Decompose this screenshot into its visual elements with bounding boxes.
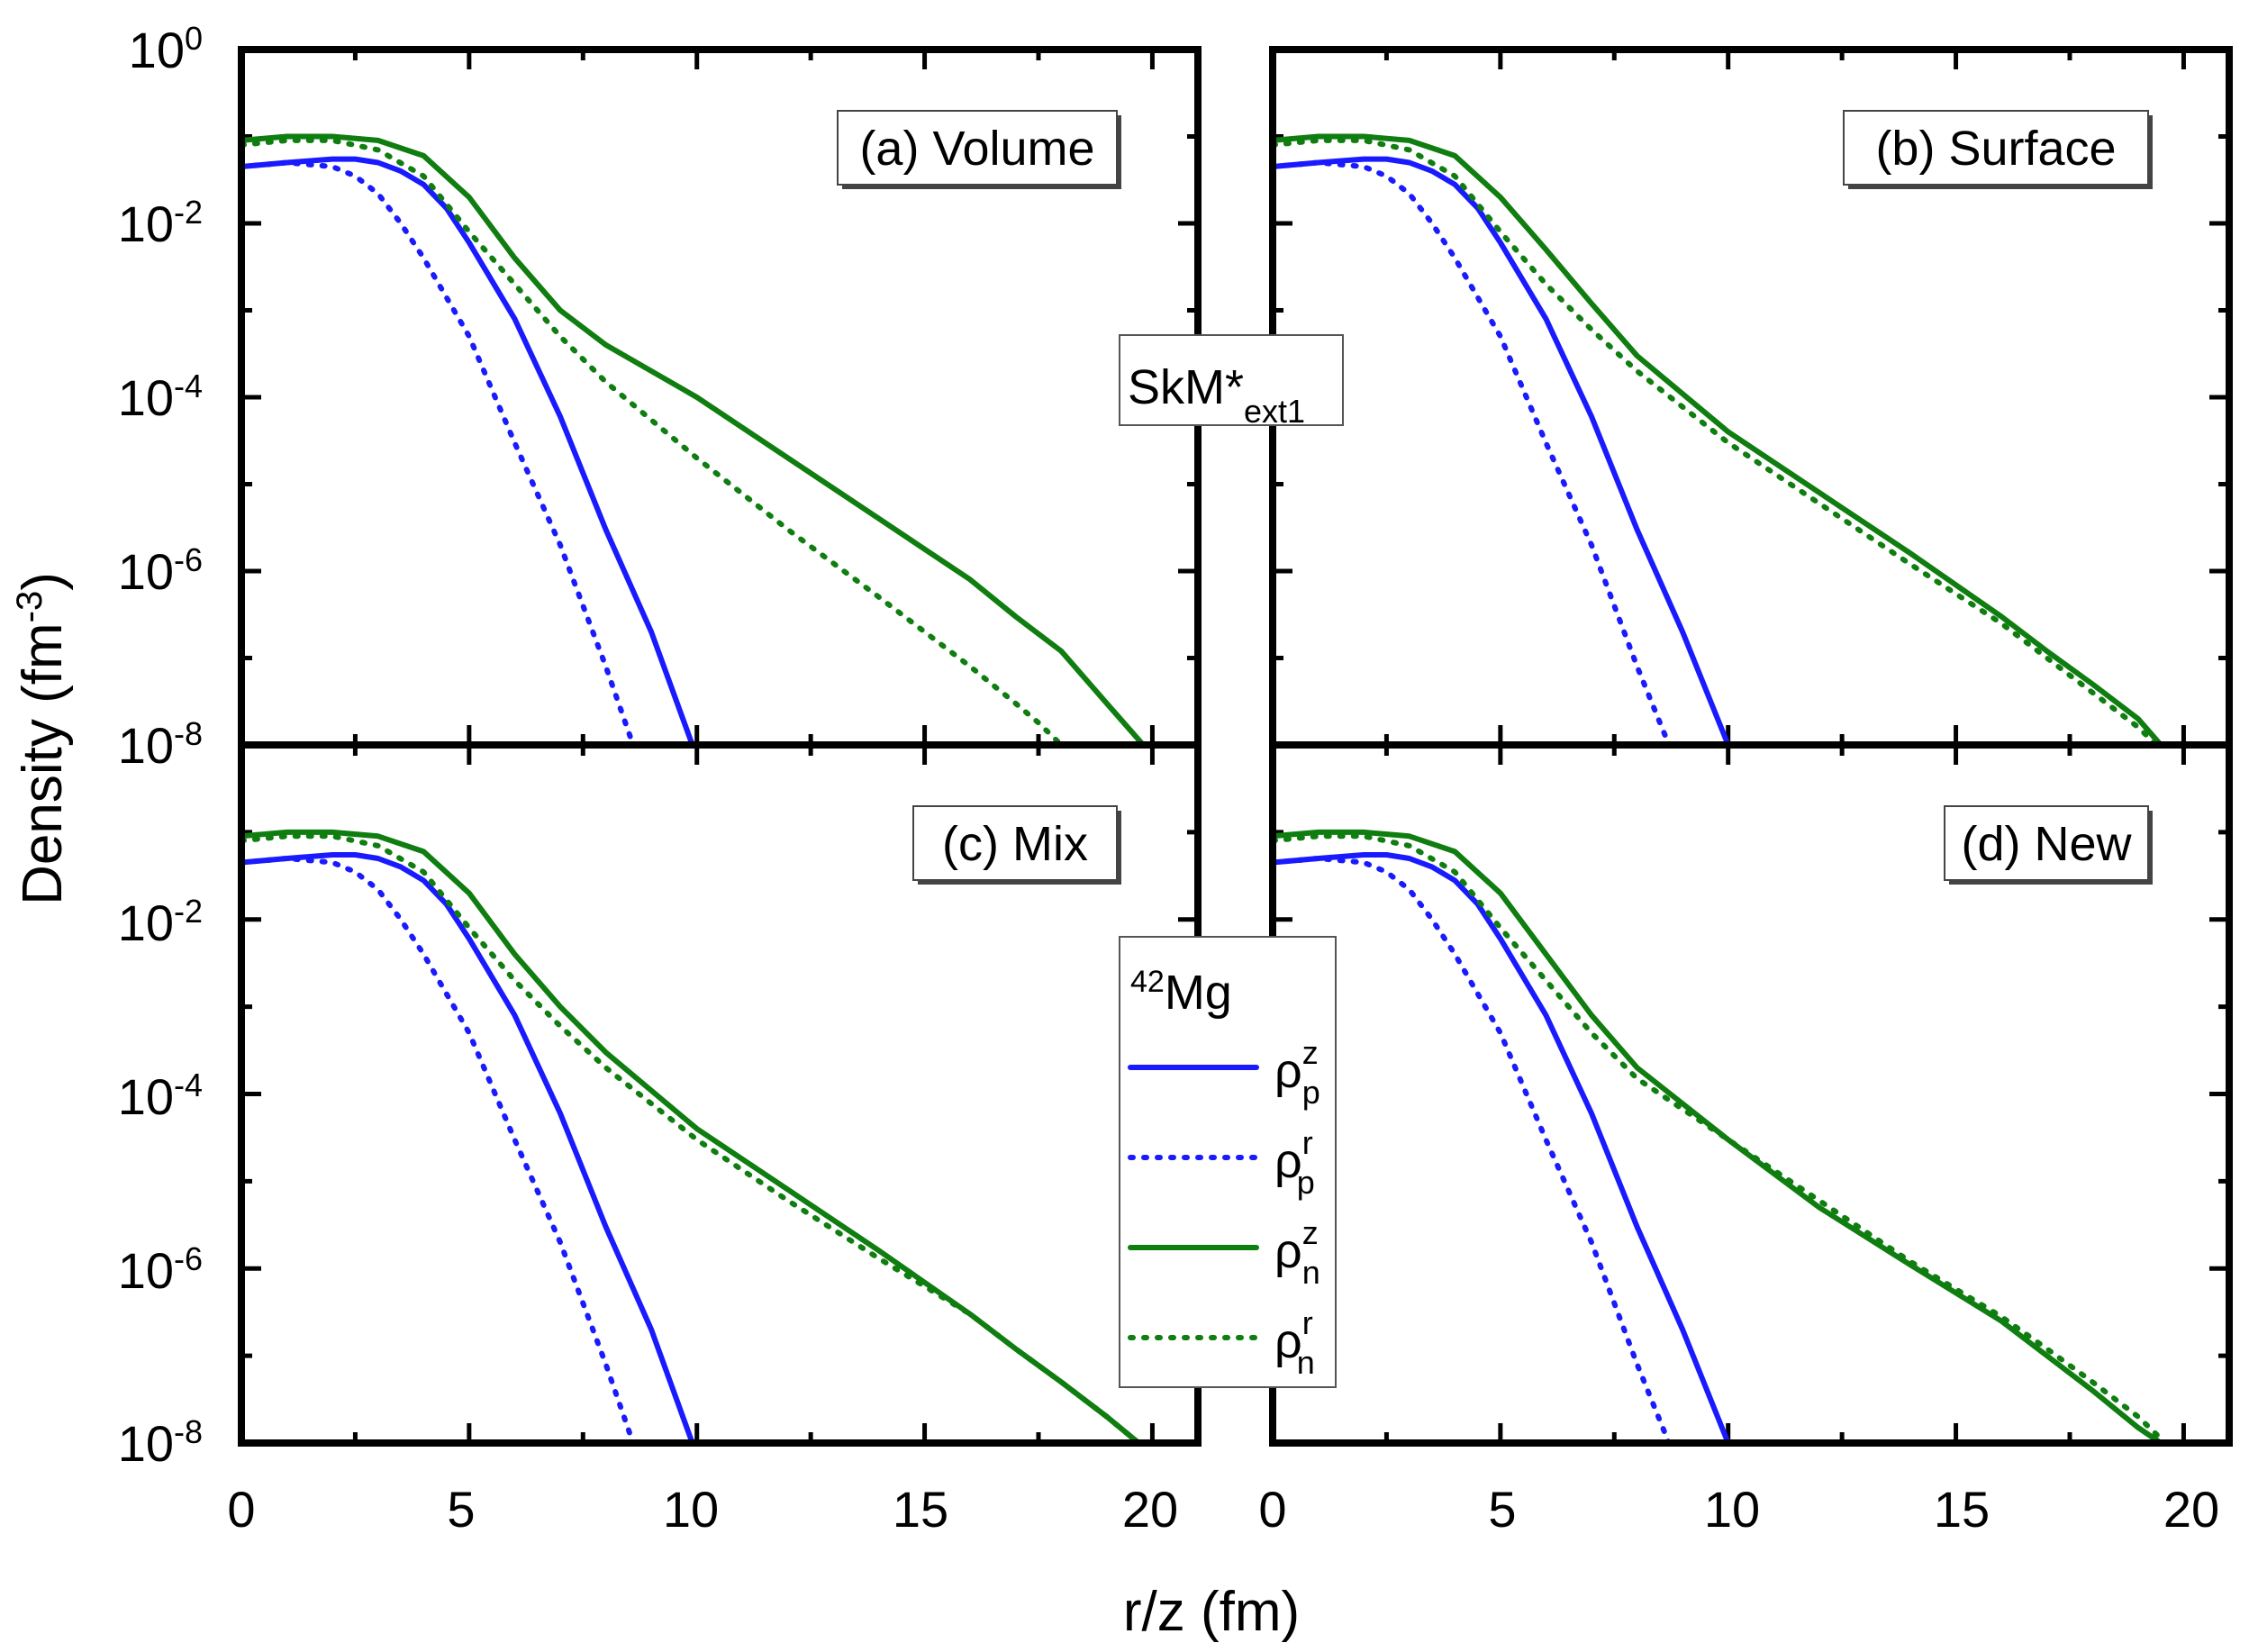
y-tick-label: 10-8 bbox=[118, 715, 203, 775]
panel-title-box bbox=[912, 805, 1118, 881]
x-axis-title: r/z (fm) bbox=[1123, 1581, 1300, 1643]
svg-text:SkM*ext1: SkM*ext1 bbox=[1128, 360, 1305, 430]
y-tick-label: 10-6 bbox=[118, 541, 203, 601]
y-axis-title-sup: -3 bbox=[10, 591, 50, 623]
y-tick-label: 10-4 bbox=[118, 1067, 203, 1126]
panel-2: (c) Mix bbox=[238, 741, 1202, 1447]
y-tick-label: 100 bbox=[129, 20, 203, 79]
x-tick-labels-right: 0 5 10 15 20 bbox=[1258, 1481, 2219, 1538]
y-tick-label: 10-6 bbox=[118, 1240, 203, 1300]
legend-box bbox=[1119, 936, 1337, 1388]
x-tick-label: 0 bbox=[1258, 1481, 1286, 1538]
proton-z-line bbox=[239, 852, 695, 1446]
x-tick-label: 5 bbox=[447, 1481, 475, 1538]
neutron-r-line bbox=[1270, 137, 2160, 748]
x-tick-labels-left: 0 5 10 15 20 bbox=[227, 1481, 1178, 1538]
x-tick-label: 5 bbox=[1488, 1481, 1516, 1538]
panel-title: (a) Volume bbox=[859, 122, 1094, 176]
neutron-r-line bbox=[1270, 833, 2169, 1446]
panel-title-box bbox=[837, 110, 1118, 186]
center-label-sub: ext1 bbox=[1244, 393, 1305, 430]
panel-title: (c) Mix bbox=[942, 817, 1088, 871]
x-tick-label: 20 bbox=[2163, 1481, 2219, 1538]
x-tick-label: 10 bbox=[1704, 1481, 1760, 1538]
x-tick-label: 15 bbox=[1934, 1481, 1990, 1538]
y-axis-title: Density (fm bbox=[12, 622, 74, 904]
proton-r-line bbox=[239, 856, 636, 1446]
proton-r-line bbox=[1270, 856, 1672, 1446]
panel-title-box bbox=[1944, 805, 2149, 881]
proton-z-line bbox=[239, 156, 695, 748]
legend: 42Mg ρz p ρr p ρz n ρr n bbox=[1119, 936, 1337, 1388]
svg-text:Density (fm-3): Density (fm-3) bbox=[10, 572, 74, 905]
x-tick-label: 20 bbox=[1122, 1481, 1178, 1538]
proton-r-line bbox=[1270, 159, 1672, 748]
y-tick-label: 10-2 bbox=[118, 194, 203, 253]
center-label-box: SkM*ext1 bbox=[1119, 334, 1344, 430]
panel-0: (a) Volume bbox=[238, 46, 1202, 749]
legend-label-0: ρz p bbox=[1274, 1034, 1320, 1111]
y-axis-title-group: Density (fm-3) bbox=[10, 572, 74, 905]
legend-title: 42Mg bbox=[1130, 965, 1232, 1020]
neutron-z-line bbox=[239, 133, 1147, 748]
y-tick-labels-top: 100 10-2 10-4 10-6 10-8 bbox=[118, 20, 203, 775]
proton-r-line bbox=[239, 159, 636, 748]
panel-title-box bbox=[1843, 110, 2149, 186]
neutron-r-line bbox=[239, 833, 1142, 1446]
legend-label-3: ρr n bbox=[1274, 1304, 1315, 1381]
legend-label-1: ρr p bbox=[1274, 1124, 1315, 1201]
y-tick-label: 10-2 bbox=[118, 893, 203, 952]
neutron-r-line bbox=[239, 137, 1065, 748]
proton-z-line bbox=[1270, 156, 1731, 748]
legend-label-2: ρz n bbox=[1274, 1214, 1320, 1291]
y-tick-labels-bottom: 10-2 10-4 10-6 10-8 bbox=[118, 893, 203, 1473]
center-label-main: SkM* bbox=[1128, 360, 1244, 414]
y-tick-label: 10-8 bbox=[118, 1413, 203, 1473]
panel-1: (b) Surface bbox=[1269, 46, 2233, 749]
neutron-z-line bbox=[1270, 829, 2164, 1446]
y-axis-title-close: ) bbox=[12, 572, 74, 591]
neutron-z-line bbox=[1270, 133, 2164, 748]
panel-3: (d) New bbox=[1269, 741, 2233, 1447]
x-tick-label: 10 bbox=[663, 1481, 719, 1538]
panel-title: (b) Surface bbox=[1875, 122, 2116, 176]
y-tick-label: 10-4 bbox=[118, 368, 203, 427]
proton-z-line bbox=[1270, 852, 1731, 1446]
x-tick-label: 15 bbox=[893, 1481, 948, 1538]
x-tick-label: 0 bbox=[227, 1481, 255, 1538]
panel-title: (d) New bbox=[1961, 817, 2132, 871]
